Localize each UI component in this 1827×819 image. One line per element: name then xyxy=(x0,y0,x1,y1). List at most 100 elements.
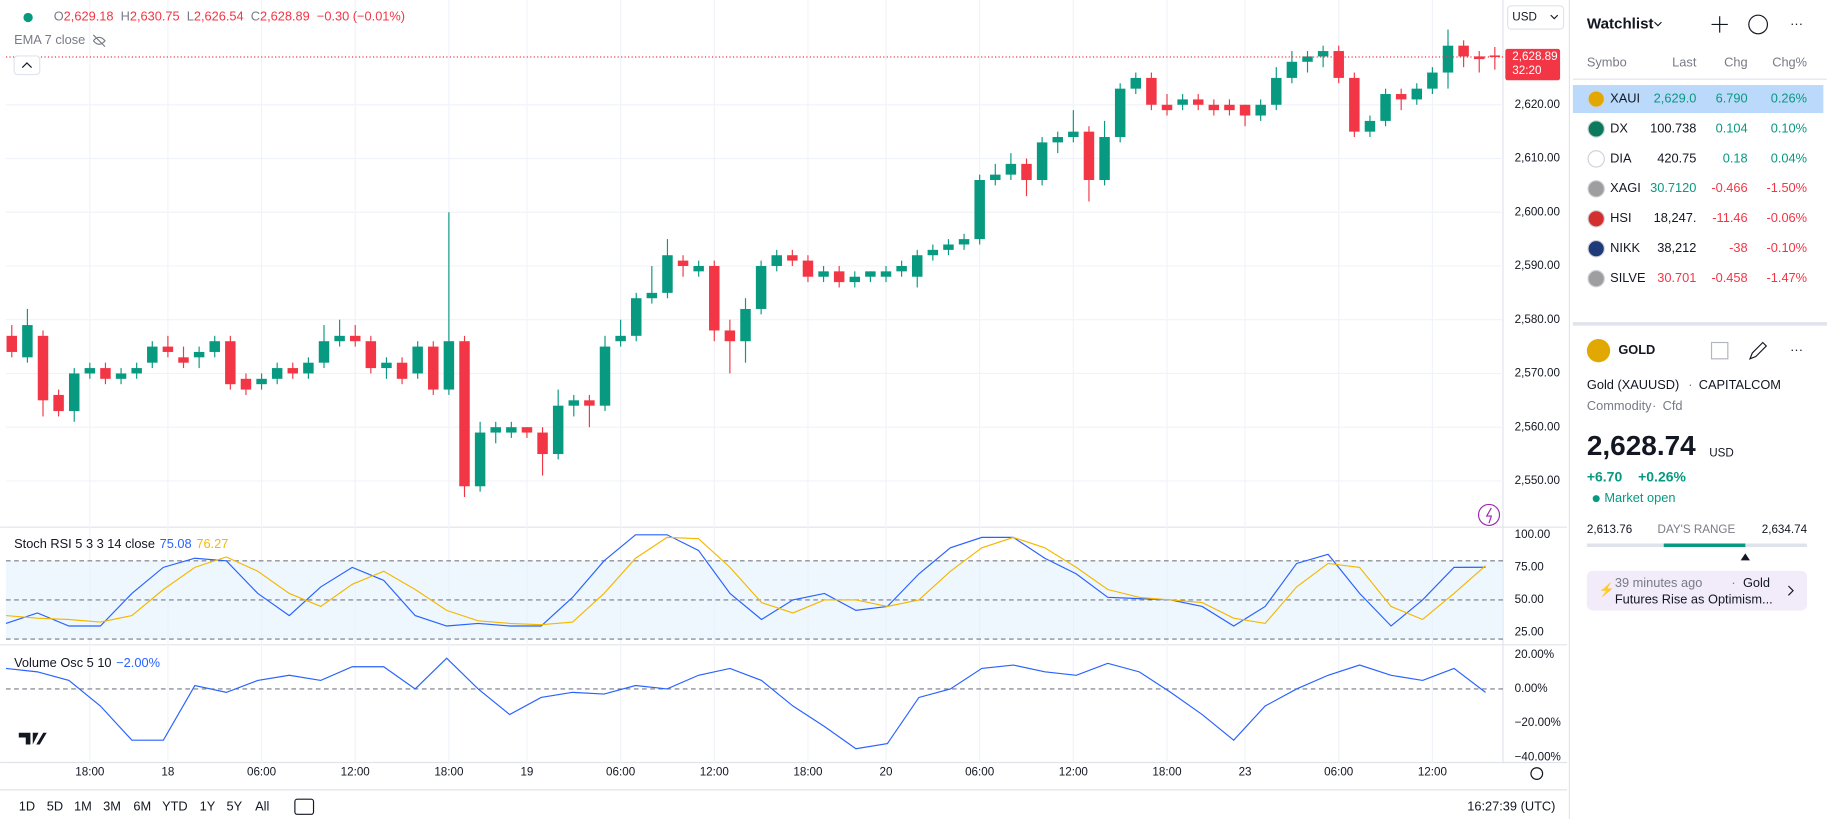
indicator-line xyxy=(5,536,1486,626)
row-chg-pct: -1.47% xyxy=(1767,270,1808,285)
y-tick-label: 2,590.00 xyxy=(1515,259,1561,272)
more-icon[interactable]: ··· xyxy=(1790,342,1803,357)
hide-icon[interactable] xyxy=(92,34,106,48)
candle-body xyxy=(381,362,392,369)
news-time: 39 minutes ago xyxy=(1615,575,1703,590)
detail-name: Gold (XAUUSD) xyxy=(1587,377,1679,392)
candle-body xyxy=(911,255,923,277)
row-last: 30.7120 xyxy=(1650,180,1696,195)
settings-icon[interactable] xyxy=(1530,767,1544,780)
candle-body xyxy=(1036,142,1048,181)
candle-body xyxy=(84,368,96,374)
x-tick-label: 20 xyxy=(880,765,893,778)
row-last: 2,629.0 xyxy=(1654,90,1697,105)
period-button[interactable]: 5D xyxy=(47,799,63,814)
period-button[interactable]: YTD xyxy=(162,799,188,814)
candle-body xyxy=(474,432,486,487)
x-tick-label: 06:00 xyxy=(965,765,995,778)
indicator-line xyxy=(5,657,1486,750)
chevron xyxy=(1550,14,1559,20)
candle-body xyxy=(677,260,689,266)
countdown: 32:20 xyxy=(1512,64,1542,77)
candle-body xyxy=(537,432,548,455)
candle-body xyxy=(865,271,876,277)
row-chg: 0.104 xyxy=(1716,120,1748,135)
ema-legend[interactable]: EMA 7 close xyxy=(14,32,85,47)
detail-change: +6.70 xyxy=(1587,468,1623,484)
x-tick-label: 23 xyxy=(1239,765,1252,778)
column-header: Last xyxy=(1672,54,1697,69)
period-button[interactable]: 3M xyxy=(103,799,121,814)
row-icon xyxy=(1587,150,1605,168)
candle-body xyxy=(1302,56,1313,62)
candle-body xyxy=(974,180,985,240)
period-button[interactable]: 6M xyxy=(133,799,151,814)
candle-body xyxy=(271,368,283,379)
candle-body xyxy=(1349,77,1360,132)
row-symbol[interactable]: HSI xyxy=(1610,210,1631,225)
events-button[interactable] xyxy=(1477,503,1501,527)
detail-symbol: GOLD xyxy=(1618,342,1655,357)
chevron xyxy=(1654,21,1662,27)
y-tick-label: 25.00 xyxy=(1515,626,1545,639)
row-symbol[interactable]: DIA xyxy=(1610,150,1632,165)
period-button[interactable]: 5Y xyxy=(226,799,242,814)
row-symbol[interactable]: DX xyxy=(1610,120,1628,135)
row-icon xyxy=(1587,180,1605,198)
candle-body xyxy=(443,341,455,390)
indicator-legend: Stoch RSI 5 3 3 14 close 75.08 76.27 xyxy=(14,537,228,552)
candle-body xyxy=(552,405,564,455)
candle-body xyxy=(506,427,517,433)
more-icon[interactable]: ··· xyxy=(1790,16,1803,31)
row-symbol[interactable]: XAUI xyxy=(1610,90,1640,105)
row-last: 100.738 xyxy=(1650,120,1696,135)
layout-icon[interactable] xyxy=(1710,341,1729,360)
candle-body xyxy=(1130,77,1142,89)
candle-body xyxy=(833,271,845,283)
detail-kind: Commodity xyxy=(1587,398,1652,413)
h-letter: H xyxy=(121,9,130,24)
row-last: 38,212 xyxy=(1657,240,1696,255)
candle-body xyxy=(693,265,704,272)
candle-body xyxy=(131,368,142,374)
chevron xyxy=(21,62,33,68)
band-fill xyxy=(5,560,1503,640)
candle-body xyxy=(412,346,423,374)
x-tick-label: 18:00 xyxy=(434,765,464,778)
detail-subtype: Cfd xyxy=(1663,398,1683,413)
x-tick-label: 18:00 xyxy=(1152,765,1182,778)
row-symbol[interactable]: NIKK xyxy=(1610,240,1640,255)
news-line: Futures Rise as Optimism... xyxy=(1615,591,1773,606)
row-symbol[interactable]: SILVE xyxy=(1610,270,1645,285)
edit-icon[interactable] xyxy=(1748,341,1768,360)
candle-body xyxy=(1208,104,1220,111)
candle-body xyxy=(147,346,158,363)
column-header: Chg% xyxy=(1772,54,1807,69)
y-tick-label: 2,570.00 xyxy=(1515,367,1561,380)
candle-body xyxy=(303,362,314,374)
period-button[interactable]: 1D xyxy=(19,799,35,814)
chart-icon[interactable] xyxy=(1748,14,1769,35)
column-header: Symbo xyxy=(1587,54,1627,69)
period-button[interactable]: 1M xyxy=(74,799,92,814)
period-button[interactable]: 1Y xyxy=(200,799,216,814)
candle-body xyxy=(990,174,1001,181)
collapse-button[interactable] xyxy=(13,55,41,76)
row-symbol[interactable]: XAGI xyxy=(1610,180,1641,195)
period-button[interactable]: All xyxy=(255,799,269,814)
indicator-value: 75.08 xyxy=(160,537,192,552)
news-line: Gold xyxy=(1743,575,1770,590)
indicator-line xyxy=(5,534,1486,627)
add-icon[interactable] xyxy=(1711,16,1728,33)
watchlist-title[interactable]: Watchlist xyxy=(1587,15,1654,32)
last-price-label: 2,628.89 xyxy=(1512,50,1557,63)
symbol-icon xyxy=(1586,339,1611,363)
row-chg-pct: -0.10% xyxy=(1767,240,1808,255)
news-card[interactable] xyxy=(1586,570,1808,611)
currency-select[interactable] xyxy=(1507,5,1565,30)
x-tick-label: 06:00 xyxy=(606,765,636,778)
date-range-icon[interactable] xyxy=(294,798,315,815)
row-icon xyxy=(1587,269,1605,288)
chevron xyxy=(1788,585,1794,596)
o-value: 2,629.18 xyxy=(64,9,114,24)
